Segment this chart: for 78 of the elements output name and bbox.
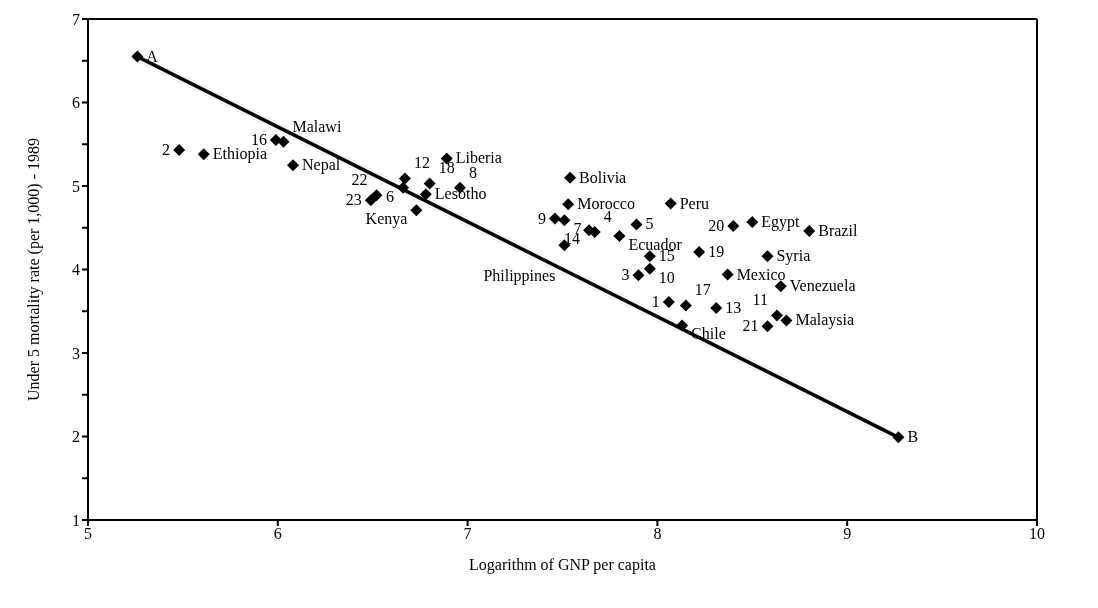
x-axis-title: Logarithm of GNP per capita (469, 556, 656, 574)
annotation: Peru (679, 194, 710, 212)
point (664, 197, 677, 210)
annotation: 1 (651, 293, 660, 311)
annotation: Mexico (736, 265, 786, 283)
x-tick-label: 10 (1029, 525, 1045, 543)
point (564, 171, 577, 184)
x-tick-label: 5 (84, 525, 92, 543)
y-tick-label: 7 (72, 10, 80, 28)
y-tick-label: 6 (72, 94, 80, 112)
point (613, 230, 626, 243)
y-axis-title: Under 5 mortality rate (per 1,000) - 1989 (24, 137, 43, 402)
annotation: 5 (645, 215, 654, 233)
x-tick-label: 8 (653, 525, 662, 543)
annotation: 18 (438, 159, 455, 177)
y-tick-label: 3 (72, 344, 80, 362)
point (662, 296, 675, 309)
point (197, 148, 210, 161)
annotation: 3 (621, 266, 630, 284)
y-tick-label: 2 (72, 428, 80, 446)
x-tick-label: 6 (273, 525, 282, 543)
annotation: Venezuela (789, 277, 856, 295)
point (693, 245, 706, 258)
annotation: 11 (752, 291, 768, 309)
annotation: Kenya (365, 210, 408, 229)
annotation: 13 (725, 298, 742, 316)
point (370, 189, 383, 202)
point (269, 134, 282, 147)
annotation: 6 (386, 187, 395, 205)
point (761, 250, 774, 263)
annotation: Syria (776, 247, 811, 266)
point (423, 177, 436, 190)
point (398, 172, 411, 185)
point (679, 299, 692, 312)
annotation: Malawi (292, 117, 342, 135)
point (721, 268, 734, 281)
annotation: Philippines (483, 267, 556, 286)
y-tick-label: 1 (72, 511, 80, 529)
x-tick-label: 9 (843, 525, 852, 543)
annotation: 2 (162, 141, 171, 159)
point (419, 188, 432, 201)
annotation: Brazil (818, 222, 858, 240)
point (548, 212, 561, 225)
point (803, 225, 816, 238)
point (727, 220, 740, 233)
point (780, 314, 793, 327)
y-tick-label: 5 (72, 177, 80, 195)
y-tick-label: 4 (72, 261, 80, 279)
annotation: Malaysia (795, 311, 855, 330)
annotation: 20 (708, 217, 725, 235)
annotation: 10 (658, 268, 675, 286)
annotation: 23 (345, 191, 362, 209)
point (643, 262, 656, 275)
annotation: Egypt (761, 212, 801, 231)
x-tick-label: 7 (463, 525, 472, 543)
point (643, 250, 656, 263)
annotation: Bolivia (579, 168, 627, 186)
point (774, 280, 787, 293)
point (558, 214, 571, 227)
point (746, 215, 759, 228)
annotation: 12 (413, 154, 430, 172)
point (761, 320, 774, 333)
annotation: 22 (351, 171, 368, 189)
annotation: B (907, 428, 919, 446)
annotation: Nepal (301, 156, 341, 175)
point (770, 309, 783, 322)
annotation: 17 (694, 281, 711, 299)
annotation: 19 (708, 242, 725, 260)
point (630, 218, 643, 231)
point (632, 269, 645, 282)
point (710, 301, 723, 314)
point (562, 198, 575, 211)
annotation: 9 (537, 209, 546, 227)
point (286, 159, 299, 172)
point (364, 194, 377, 207)
annotation: 21 (742, 317, 759, 335)
point (410, 204, 423, 217)
point (173, 144, 186, 157)
